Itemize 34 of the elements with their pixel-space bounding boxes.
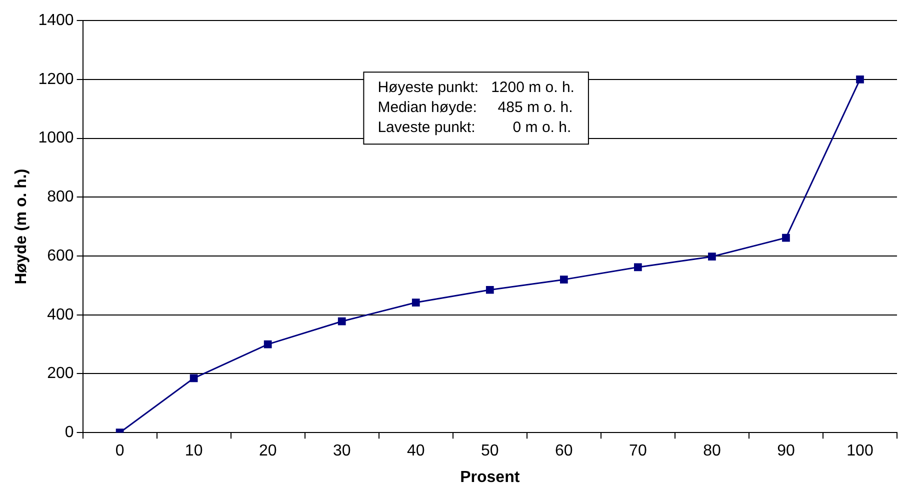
- y-tick-label: 1000: [38, 130, 74, 147]
- point: [338, 317, 346, 326]
- y-tick-label: 1400: [38, 12, 74, 30]
- point: [412, 298, 420, 306]
- y-tick-label: 400: [47, 306, 74, 324]
- y-axis-title: Høyde (m o. h.): [13, 168, 30, 284]
- x-tick-label: 0: [115, 442, 124, 460]
- x-tick-label: 70: [629, 442, 647, 460]
- x-tick-label: 20: [258, 442, 277, 460]
- x-tick-label: 100: [846, 442, 874, 460]
- x-tick-label: 60: [555, 442, 573, 460]
- x-tick-label: 90: [777, 442, 795, 460]
- y-tick-label: 1200: [38, 70, 74, 88]
- x-tick-label: 30: [332, 442, 351, 460]
- y-tick-label: 200: [47, 365, 74, 382]
- point: [264, 340, 272, 348]
- point: [486, 286, 494, 294]
- y-tick-label: 600: [47, 247, 74, 264]
- annotation: Median høyde: 485 m o. h.: [378, 99, 573, 116]
- point: [190, 374, 198, 382]
- y-tick-label: 0: [64, 424, 74, 442]
- annotation: Laveste punkt: 0 m o. h.: [378, 119, 572, 136]
- point: [634, 263, 642, 272]
- point: [782, 234, 790, 242]
- y-tick-label: 800: [47, 188, 74, 206]
- x-tick-label: 10: [184, 442, 203, 460]
- x-tick-label: 80: [703, 442, 721, 460]
- point: [560, 276, 568, 284]
- x-tick-label: 40: [406, 442, 425, 460]
- x-axis-title: Prosent: [460, 468, 520, 486]
- annotation: Høyeste punkt: 1200 m o. h.: [378, 79, 574, 96]
- point: [708, 252, 716, 261]
- x-tick-label: 50: [481, 442, 499, 460]
- point: [856, 76, 864, 84]
